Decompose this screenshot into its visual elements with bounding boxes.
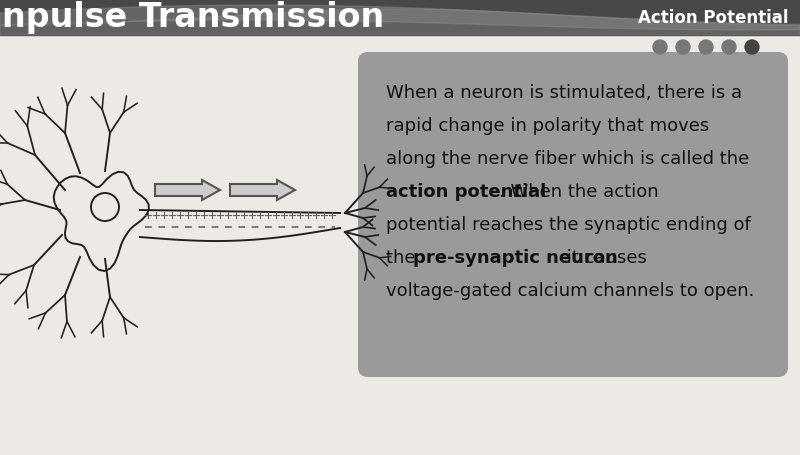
Text: potential reaches the synaptic ending of: potential reaches the synaptic ending of [386,216,750,234]
Polygon shape [0,9,800,35]
Text: When a neuron is stimulated, there is a: When a neuron is stimulated, there is a [386,84,742,102]
Text: Action Potential: Action Potential [638,9,788,27]
Text: . When the action: . When the action [499,183,658,201]
Text: rapid change in polarity that moves: rapid change in polarity that moves [386,117,710,135]
FancyBboxPatch shape [358,52,788,377]
Bar [0,0,800,35]
Text: npulse Transmission: npulse Transmission [2,1,384,35]
Text: along the nerve fiber which is called the: along the nerve fiber which is called th… [386,150,750,168]
Circle shape [745,40,759,54]
Text: pre-synaptic neuron: pre-synaptic neuron [413,249,618,267]
Circle shape [653,40,667,54]
Circle shape [676,40,690,54]
Text: action potential: action potential [386,183,546,201]
Text: the: the [386,249,422,267]
FancyArrow shape [155,180,220,200]
Circle shape [699,40,713,54]
Circle shape [722,40,736,54]
Text: voltage-gated calcium channels to open.: voltage-gated calcium channels to open. [386,282,754,300]
Polygon shape [0,5,800,30]
FancyArrow shape [230,180,295,200]
Text: it causes: it causes [561,249,647,267]
